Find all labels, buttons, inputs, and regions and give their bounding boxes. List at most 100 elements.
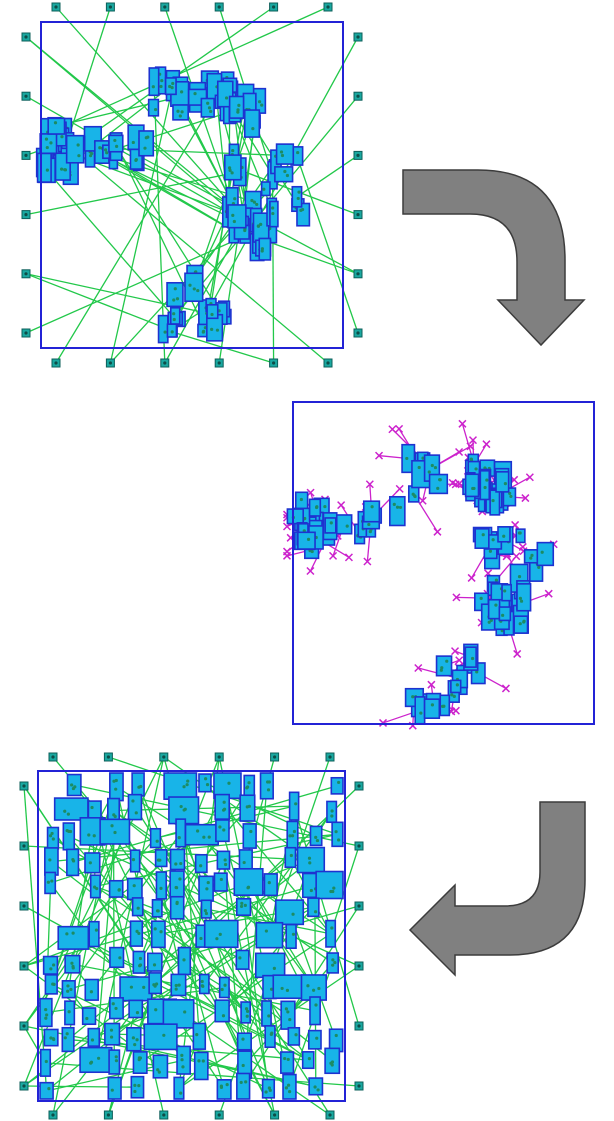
cell: [287, 1026, 301, 1046]
placement-boundary: [37, 770, 346, 1102]
pad-pin: [357, 784, 361, 788]
target-mark: [544, 589, 553, 598]
net-wire: [113, 805, 295, 812]
cell: [39, 1081, 54, 1100]
pin: [172, 312, 176, 316]
net-wire: [72, 963, 316, 1012]
pad-pin: [24, 272, 28, 276]
pin: [330, 814, 334, 818]
pin: [170, 86, 174, 90]
cell: [308, 498, 322, 517]
cell: [147, 98, 160, 117]
pin: [329, 521, 333, 525]
pin: [117, 888, 121, 892]
pin: [76, 143, 80, 147]
cell: [184, 272, 204, 303]
pin: [315, 838, 320, 843]
pin: [201, 984, 205, 988]
pin: [222, 800, 226, 804]
pad-pin: [24, 94, 28, 98]
moves-with-targets: [282, 401, 595, 730]
pin: [489, 618, 493, 623]
target-mark: [467, 573, 476, 582]
pin: [45, 145, 49, 150]
pin: [90, 151, 94, 156]
pin: [206, 101, 210, 105]
pin: [450, 693, 454, 697]
pin: [455, 683, 459, 687]
pin: [392, 502, 396, 506]
pin: [232, 219, 236, 224]
pin: [92, 834, 96, 838]
pin: [323, 504, 327, 509]
cell: [274, 899, 305, 926]
cell: [325, 919, 337, 948]
cell: [296, 846, 326, 874]
pin: [469, 457, 473, 461]
pin: [159, 930, 163, 934]
pin: [154, 1008, 158, 1012]
pad-wire: [67, 6, 112, 141]
pin: [186, 779, 190, 783]
pin: [178, 114, 182, 118]
pin: [518, 622, 522, 626]
net-wire: [115, 146, 224, 318]
cell: [335, 514, 353, 535]
cell: [206, 303, 219, 320]
cell: [148, 972, 162, 995]
target-mark: [433, 527, 442, 536]
pad-pin: [51, 755, 55, 759]
pin: [300, 207, 305, 212]
cell: [198, 773, 212, 793]
pin: [114, 787, 118, 791]
pad-pin: [356, 153, 360, 157]
pin: [201, 330, 205, 334]
pin: [220, 987, 224, 992]
pin: [51, 963, 56, 967]
cell: [428, 473, 449, 495]
pin: [135, 1011, 140, 1015]
pin: [417, 465, 421, 470]
pin: [331, 963, 335, 967]
pin: [197, 1059, 201, 1063]
pin: [155, 839, 159, 843]
cell: [216, 850, 231, 870]
pin: [131, 799, 135, 803]
cell: [275, 143, 295, 165]
cell: [169, 870, 185, 898]
pad-pin: [51, 1113, 55, 1117]
pin: [345, 524, 349, 528]
target-mark: [482, 440, 491, 449]
pin: [316, 1088, 320, 1092]
pin: [267, 1014, 271, 1018]
pin: [223, 983, 227, 987]
pin: [475, 670, 479, 674]
pin: [252, 200, 256, 204]
pin: [46, 880, 50, 884]
pin: [440, 704, 445, 708]
pin: [481, 533, 485, 537]
cell: [501, 583, 512, 602]
cell: [243, 109, 261, 138]
pin: [135, 1038, 139, 1042]
pin: [69, 987, 73, 992]
pin: [494, 578, 499, 582]
pin: [307, 856, 312, 860]
pin: [109, 1028, 114, 1032]
pin: [280, 153, 285, 158]
cell: [235, 897, 252, 916]
pin: [44, 1007, 48, 1012]
target-mark: [451, 480, 460, 489]
pin: [284, 1086, 289, 1090]
pin: [210, 312, 214, 317]
cell: [44, 871, 57, 895]
cell: [280, 1000, 296, 1030]
target-mark: [468, 436, 477, 445]
cell: [192, 1022, 207, 1050]
pin: [162, 1033, 166, 1037]
pin: [487, 620, 491, 624]
pin: [395, 505, 400, 509]
pin: [330, 809, 334, 813]
pin: [337, 780, 341, 785]
pin: [251, 127, 255, 131]
